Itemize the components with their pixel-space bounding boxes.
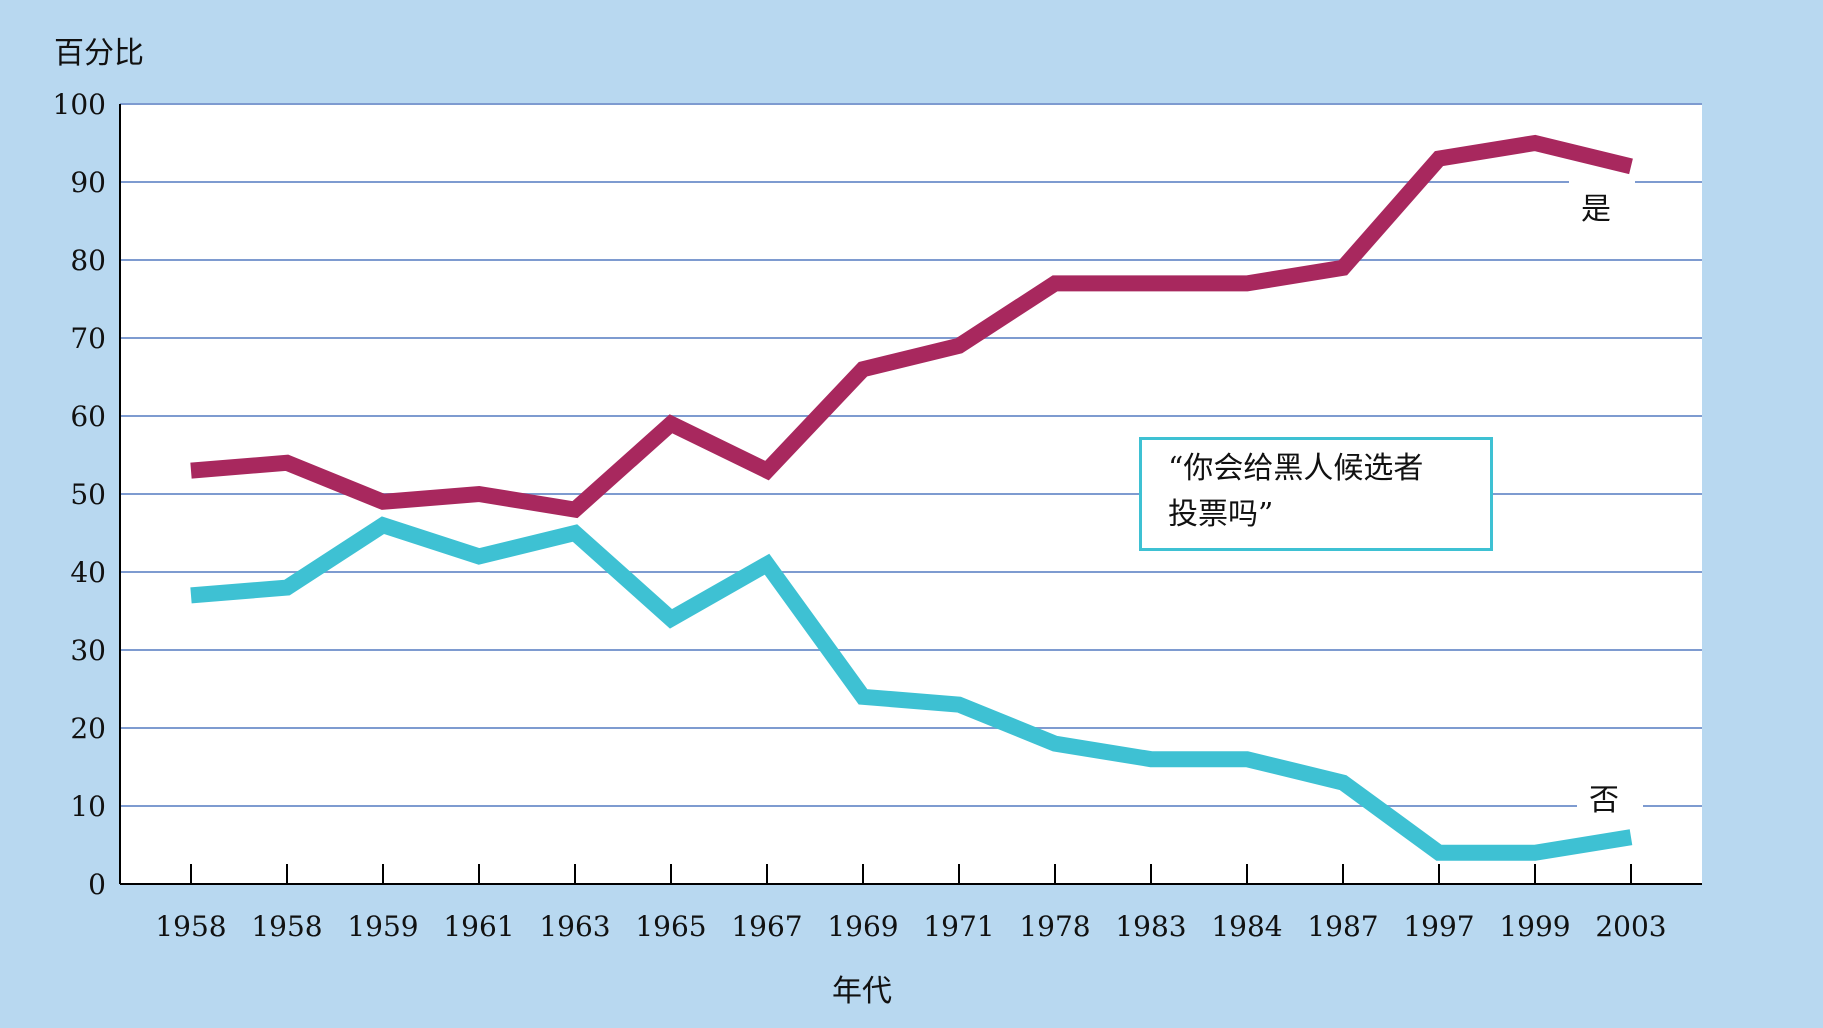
y-tick-label-20: 20 bbox=[70, 712, 106, 745]
y-tick-label-90: 90 bbox=[70, 166, 106, 199]
x-axis-title: 年代 bbox=[832, 974, 892, 1009]
x-tick-label-7: 1969 bbox=[827, 910, 898, 943]
series-label-no: 否 bbox=[1589, 783, 1619, 819]
x-tick-label-10: 1983 bbox=[1115, 910, 1186, 943]
series-line-0 bbox=[190, 134, 1633, 519]
x-tick-label-2: 1959 bbox=[347, 910, 418, 943]
x-tick-label-1: 1958 bbox=[251, 910, 322, 943]
x-tick-label-14: 1999 bbox=[1499, 910, 1570, 943]
y-tick-label-0: 0 bbox=[88, 868, 106, 901]
annotation-box: “你会给黑人候选者 投票吗” bbox=[1139, 437, 1493, 551]
x-tick-label-15: 2003 bbox=[1595, 910, 1666, 943]
label-mask-yes bbox=[1569, 178, 1635, 223]
x-tick-label-5: 1965 bbox=[635, 910, 706, 943]
y-tick-label-100: 100 bbox=[53, 88, 106, 121]
x-tick-label-13: 1997 bbox=[1403, 910, 1474, 943]
x-tick-label-0: 1958 bbox=[155, 910, 226, 943]
y-tick-label-50: 50 bbox=[70, 478, 106, 511]
y-tick-label-10: 10 bbox=[70, 790, 106, 823]
y-tick-label-80: 80 bbox=[70, 244, 106, 277]
y-axis-title: 百分比 bbox=[54, 36, 144, 71]
annotation-line-2: 投票吗” bbox=[1168, 497, 1274, 532]
annotation-line-1: “你会给黑人候选者 bbox=[1168, 451, 1424, 486]
y-tick-label-30: 30 bbox=[70, 634, 106, 667]
x-tick-label-9: 1978 bbox=[1019, 910, 1090, 943]
series-lines bbox=[190, 134, 1633, 861]
series-label-masks bbox=[1569, 178, 1643, 814]
series-line-1 bbox=[190, 516, 1633, 861]
x-tick-label-11: 1984 bbox=[1211, 910, 1282, 943]
label-mask-no bbox=[1577, 769, 1643, 814]
series-label-yes: 是 bbox=[1581, 192, 1611, 228]
gridlines bbox=[119, 103, 1702, 885]
x-tick-label-12: 1987 bbox=[1307, 910, 1378, 943]
y-tick-label-40: 40 bbox=[70, 556, 106, 589]
y-axis-ticks: 0 10 20 30 40 50 60 70 80 90 100 bbox=[53, 88, 106, 901]
x-tick-label-4: 1963 bbox=[539, 910, 610, 943]
y-tick-label-60: 60 bbox=[70, 400, 106, 433]
x-tick-label-3: 1961 bbox=[443, 910, 514, 943]
x-axis-ticks: 1958 1958 1959 1961 1963 1965 1967 1969 1971 1978… bbox=[155, 864, 1667, 943]
x-tick-label-8: 1971 bbox=[923, 910, 994, 943]
y-tick-label-70: 70 bbox=[70, 322, 106, 355]
x-tick-label-6: 1967 bbox=[731, 910, 802, 943]
